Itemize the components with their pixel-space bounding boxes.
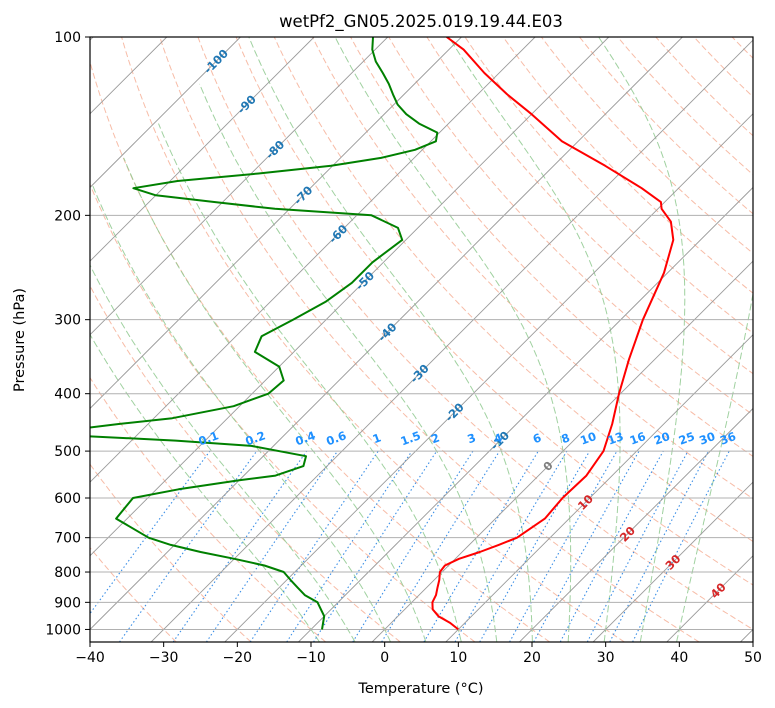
mixing-ratio-line [632, 450, 730, 642]
profiles [90, 37, 675, 631]
isotherm-line [90, 37, 536, 483]
x-tick-label: 50 [744, 650, 762, 666]
mixing-ratio-line [313, 450, 438, 642]
x-tick-label: −10 [296, 650, 326, 666]
mixing-ratio-label: 0.1 [197, 428, 221, 448]
y-tick-label: 1000 [45, 622, 81, 638]
mixing-ratio-line [559, 450, 664, 642]
mixing-ratio-line [119, 450, 258, 642]
y-axis: 1000 900 800 700 600 500 400 300 200 100 [45, 30, 90, 638]
y-tick-label: 800 [54, 565, 81, 581]
mixing-ratio-label: 10 [578, 429, 598, 448]
y-tick-label: 300 [54, 313, 81, 329]
mixing-ratio-line [205, 450, 338, 642]
line-annotations: -100-90-80-70-60-50-40-30-20-10010203040… [197, 46, 738, 601]
pressure-gridlines [90, 37, 753, 630]
plot-frame [89, 36, 754, 643]
isotherm-line [90, 37, 389, 336]
isotherm-line [298, 186, 753, 642]
x-axis: −40 −30 −20 −10 0 10 20 30 40 50 [75, 642, 762, 666]
mixing-ratio-label: 0.6 [324, 428, 348, 448]
x-axis-title: Temperature (°C) [357, 681, 483, 697]
temperature-profile [431, 37, 675, 631]
dry-adiabat [90, 376, 327, 642]
y-tick-label: 700 [54, 531, 81, 547]
isotherm-line [592, 481, 753, 642]
mixing-ratio-label: 13 [606, 429, 626, 448]
mixing-ratio-label: 20 [652, 429, 672, 448]
mixing-ratio-label: 25 [677, 429, 697, 448]
mixing-ratio-label: 30 [697, 429, 717, 448]
background-lines [90, 37, 753, 642]
moist-adiabat [90, 264, 356, 642]
x-tick-label: −40 [75, 650, 105, 666]
y-tick-label: 500 [54, 444, 81, 460]
dry-adiabat [350, 37, 753, 458]
moist-adiabat [90, 333, 320, 642]
isotherm-line [90, 37, 462, 410]
x-tick-label: 30 [597, 650, 615, 666]
mixing-ratio-label: 1.5 [399, 428, 423, 448]
x-tick-label: 0 [380, 650, 389, 666]
y-tick-label: 400 [54, 387, 81, 403]
moist-adiabat [676, 291, 753, 642]
y-tick-label: 900 [54, 595, 81, 611]
isotherm-line [519, 407, 753, 642]
moist-adiabat [334, 37, 572, 642]
dry-adiabat [311, 37, 753, 500]
isotherm-line [445, 334, 753, 642]
isotherm-line [90, 37, 241, 189]
x-tick-label: −30 [149, 650, 179, 666]
dry-adiabat [90, 60, 551, 642]
mixing-ratio-line [172, 450, 308, 642]
isotherm-line [371, 260, 753, 642]
x-tick-label: 40 [670, 650, 688, 666]
isotherm-line [150, 39, 753, 642]
y-tick-label: 200 [54, 208, 81, 224]
x-tick-label: 20 [523, 650, 541, 666]
mixing-ratio-line [509, 450, 618, 642]
mixing-ratio-line [90, 450, 211, 615]
dry-adiabat [273, 37, 753, 543]
isotherm-line [224, 113, 753, 642]
x-tick-label: −20 [223, 650, 253, 666]
isotherm-line [90, 37, 683, 631]
mixing-ratio-line [381, 450, 500, 642]
dry-adiabat [121, 37, 625, 642]
dry-adiabat [90, 183, 476, 642]
moist-adiabat [92, 185, 391, 642]
x-tick-label: 10 [449, 650, 467, 666]
dry-adiabat [464, 37, 753, 334]
mixing-ratio-line [286, 450, 413, 642]
mixing-ratio-label: 16 [628, 429, 648, 448]
moist-adiabat [248, 37, 533, 642]
moist-adiabat [199, 83, 498, 642]
mixing-ratio-label: 0.2 [243, 428, 267, 448]
mixing-ratio-label: 36 [718, 429, 738, 448]
y-axis-title: Pressure (hPa) [12, 288, 28, 392]
dry-adiabat [90, 546, 177, 642]
dry-adiabat [159, 37, 700, 642]
moist-adiabat [598, 37, 686, 642]
mixing-ratio-line [352, 450, 474, 642]
dry-adiabat [426, 37, 753, 375]
isotherm-line [90, 37, 610, 557]
mixing-ratio-line [249, 450, 379, 642]
chart-title: wetPf2_GN05.2025.019.19.44.E03 [279, 12, 563, 32]
mixing-ratio-line [533, 450, 640, 642]
mixing-ratio-label: 0.4 [293, 428, 317, 448]
isotherm-line [90, 37, 315, 262]
y-tick-label: 100 [54, 30, 81, 46]
y-tick-label: 600 [54, 491, 81, 507]
dewpoint-profile [90, 37, 439, 630]
